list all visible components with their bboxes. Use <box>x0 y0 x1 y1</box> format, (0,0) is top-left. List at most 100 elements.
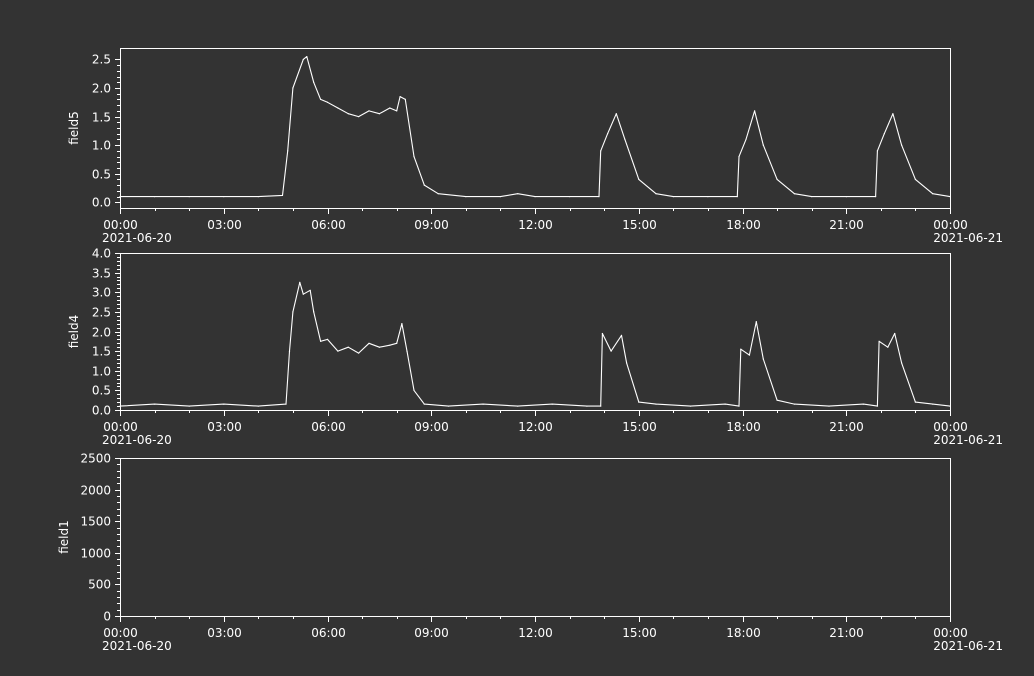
data-point <box>482 403 484 405</box>
data-point <box>586 405 588 407</box>
data-point <box>828 405 830 407</box>
data-point <box>404 98 406 100</box>
data-point <box>257 196 259 198</box>
data-point <box>287 150 289 152</box>
x-tick-label: 06:00 <box>311 420 346 434</box>
y-tick-label: 2.5 <box>92 306 111 320</box>
data-point <box>600 150 602 152</box>
x-tick-label: 15:00 <box>622 420 657 434</box>
data-point <box>288 350 291 352</box>
x-tick-label: 00:00 <box>933 420 968 434</box>
data-point <box>845 196 847 198</box>
y-axis-label: field5 <box>67 111 81 145</box>
data-point <box>389 107 391 109</box>
x-tick-label: 03:00 <box>207 420 242 434</box>
x-tick-label: 00:00 <box>103 218 138 232</box>
data-point <box>437 193 439 195</box>
data-point <box>347 113 349 115</box>
data-point <box>738 405 740 407</box>
x-tick-label: 00:00 <box>933 218 968 232</box>
data-point <box>949 196 951 198</box>
data-point <box>569 196 571 198</box>
data-point <box>423 184 425 186</box>
data-point <box>337 107 339 109</box>
data-point <box>465 196 467 198</box>
data-point <box>932 193 934 195</box>
y-tick-label: 1000 <box>80 547 111 561</box>
chart-panel-2: 0.0 0.5 1.0 1.5 2.0 2.5 3.0 3.5 4.0 00:00 03:00 06:… <box>67 247 1003 448</box>
data-point <box>413 389 415 391</box>
data-point <box>313 311 315 313</box>
y-tick-label: 0.0 <box>92 404 111 418</box>
data-point <box>793 193 796 195</box>
y-tick-label: 1.0 <box>92 365 111 379</box>
series-line-1 <box>120 56 951 198</box>
series-line-1 <box>119 281 951 407</box>
data-point <box>281 194 284 196</box>
x-tick-label: 09:00 <box>414 218 449 232</box>
date-end-label: 2021-06-21 <box>933 433 1003 447</box>
data-point <box>499 196 501 198</box>
data-point <box>423 403 425 405</box>
y-tick-label: 0.0 <box>92 196 111 210</box>
y-tick-label: 1.0 <box>92 139 111 153</box>
data-point <box>285 403 287 405</box>
data-point <box>740 348 742 350</box>
data-point <box>887 346 889 348</box>
y-tick-label: 3.5 <box>92 267 111 281</box>
data-point <box>534 196 536 198</box>
data-point <box>876 150 879 152</box>
y-tick-label: 4.0 <box>92 247 111 261</box>
data-point <box>326 338 329 340</box>
data-point <box>762 358 764 360</box>
data-point <box>914 401 917 403</box>
data-point <box>309 289 311 291</box>
data-point <box>154 403 156 405</box>
data-point <box>949 405 951 407</box>
data-point <box>396 342 398 344</box>
data-point <box>406 350 408 352</box>
data-point <box>119 405 121 407</box>
y-tick-label: 3.0 <box>92 286 111 300</box>
data-point <box>655 193 657 195</box>
data-point <box>598 196 600 198</box>
data-point <box>413 156 415 158</box>
data-point <box>875 196 877 198</box>
date-start-label: 2021-06-20 <box>102 639 172 653</box>
y-tick-label: 2.0 <box>92 326 111 340</box>
chart-panel-1: 0.0 0.5 1.0 1.5 2.0 2.5 00:00 03:00 06:00 09:00 12… <box>67 48 1003 245</box>
data-point <box>517 405 519 407</box>
data-point <box>914 178 917 180</box>
x-tick-label: 12:00 <box>518 218 553 232</box>
data-point <box>901 144 903 146</box>
data-point <box>862 403 865 405</box>
data-point <box>892 113 894 115</box>
chart-panel-3: 0 500 1000 1500 2000 2500 00:00 03:00 06:00 09:00… <box>57 452 1003 654</box>
data-point <box>894 332 896 335</box>
data-point <box>257 405 259 407</box>
data-point <box>748 354 751 356</box>
data-point <box>119 196 121 198</box>
data-point <box>223 196 225 198</box>
data-point <box>154 196 156 198</box>
data-point <box>615 113 617 115</box>
y-tick-label: 500 <box>88 578 111 592</box>
data-point <box>292 311 294 313</box>
y-tick-label: 2.0 <box>92 82 111 96</box>
x-tick-label: 15:00 <box>622 218 657 232</box>
date-start-label: 2021-06-20 <box>102 231 172 245</box>
x-tick-label: 06:00 <box>311 626 346 640</box>
plot-frame <box>120 253 951 411</box>
date-end-label: 2021-06-21 <box>933 231 1003 245</box>
x-tick-label: 12:00 <box>518 420 553 434</box>
data-point <box>610 350 612 352</box>
x-tick-label: 21:00 <box>829 420 864 434</box>
data-point <box>551 403 553 405</box>
data-point <box>745 138 747 140</box>
data-point <box>600 405 602 407</box>
data-point <box>368 110 370 112</box>
x-tick-label: 18:00 <box>726 218 761 232</box>
data-point <box>776 178 778 180</box>
data-point <box>754 110 756 112</box>
